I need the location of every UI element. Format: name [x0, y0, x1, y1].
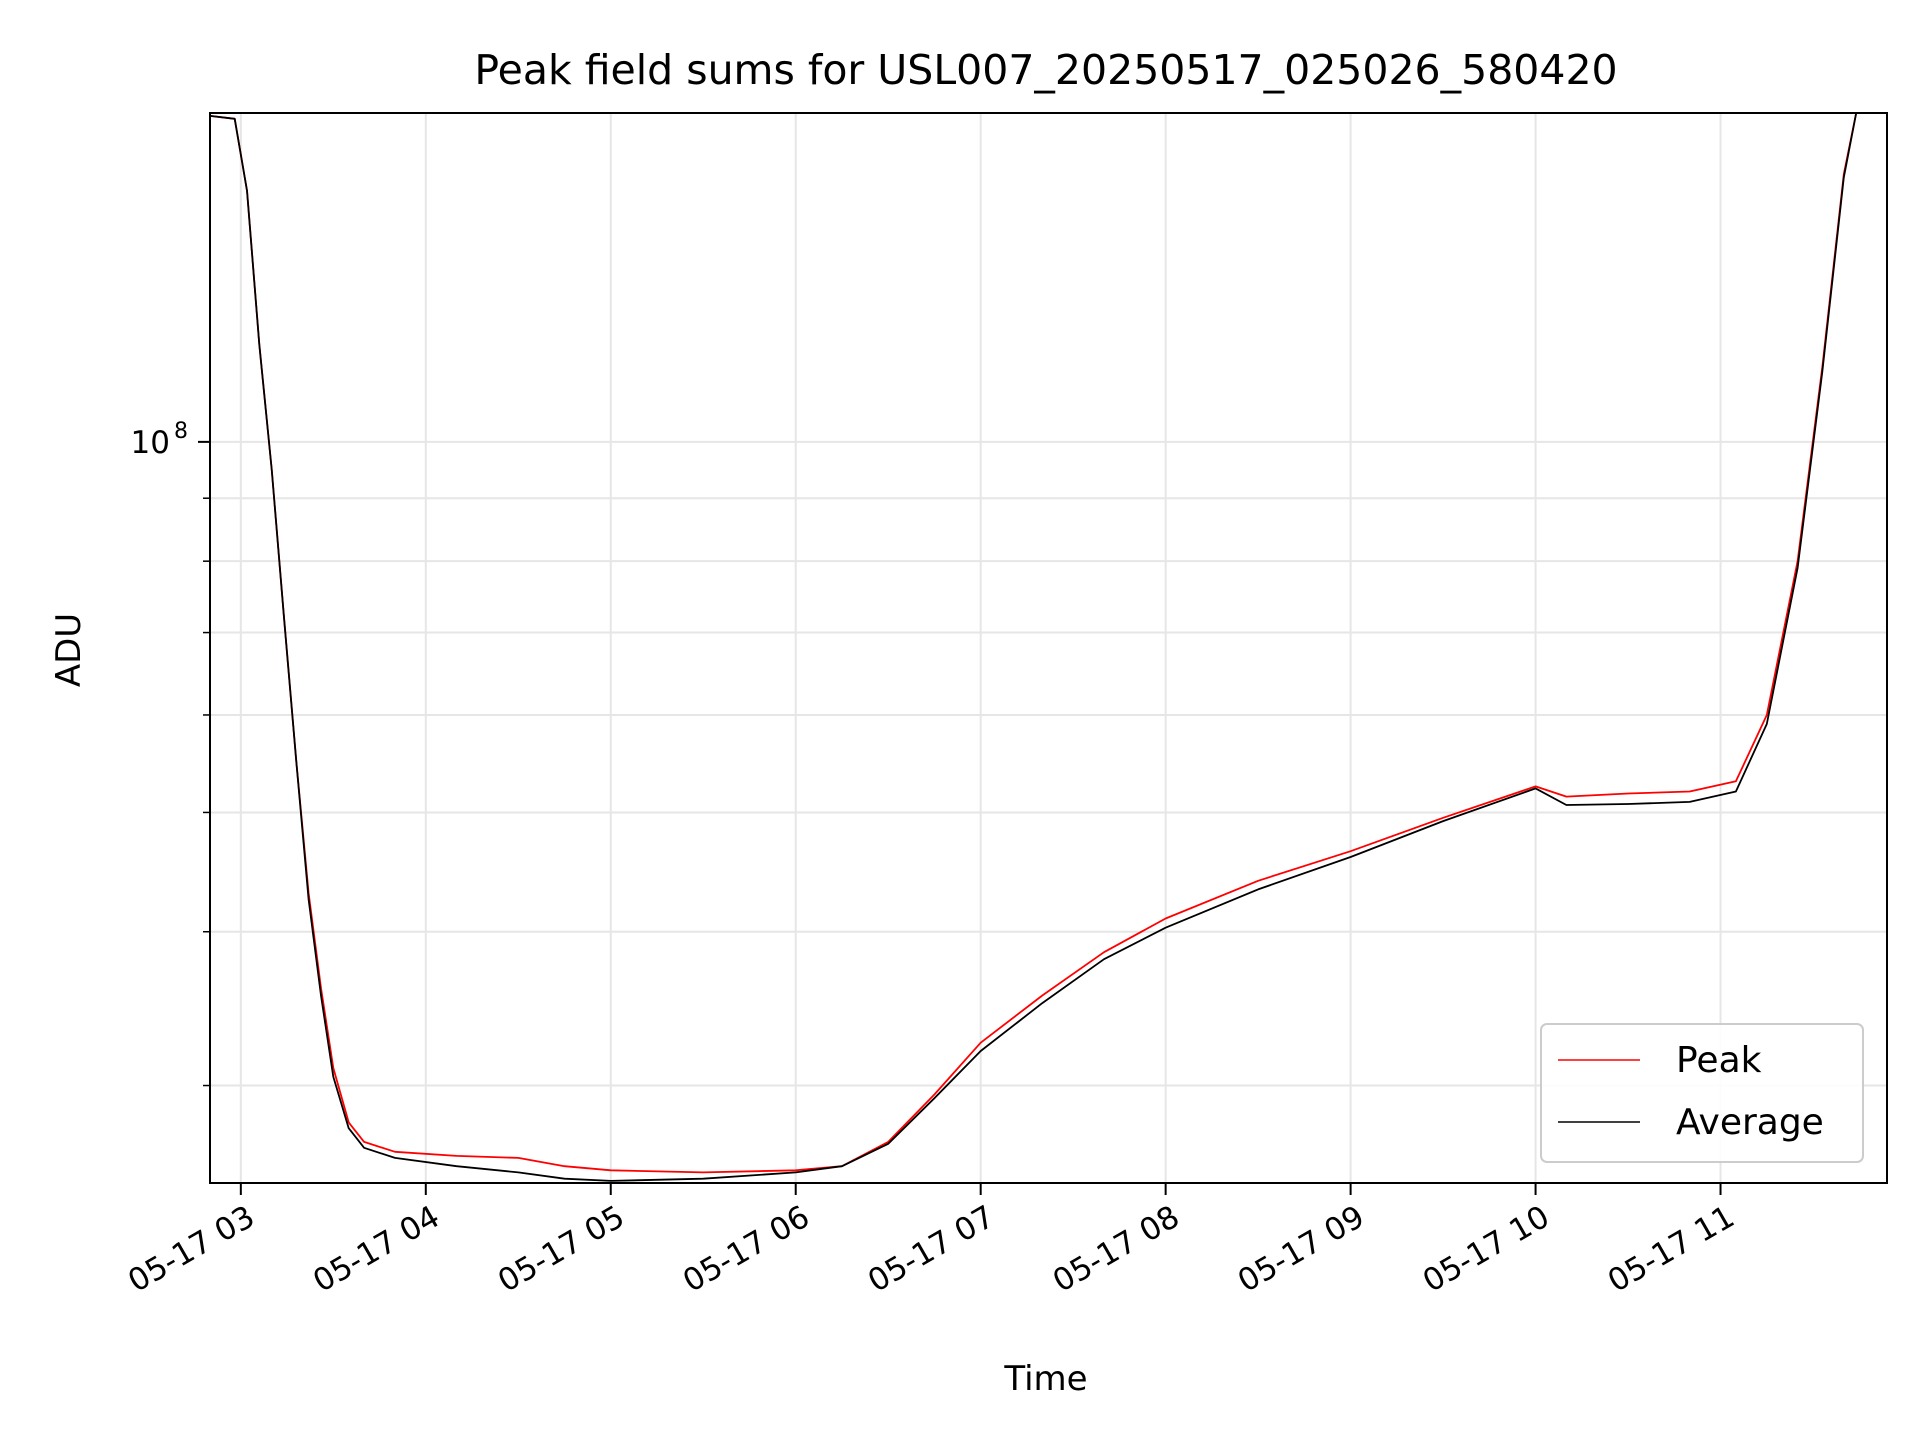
- legend-box: [1540, 1023, 1864, 1163]
- y-tick-label-exponent: 8: [174, 419, 188, 444]
- chart-title: Peak field sums for USL007_20250517_0250…: [474, 46, 1617, 94]
- axes-frame: [209, 112, 1888, 1184]
- y-tick-label: 10: [131, 425, 170, 461]
- y-axis-label: ADU: [49, 613, 89, 687]
- legend: Peak Average: [1540, 1023, 1864, 1163]
- x-axis-label: Time: [1003, 1359, 1087, 1399]
- series-line-average: [209, 112, 1858, 1182]
- plot-lines: [209, 112, 1858, 1182]
- legend-label-peak: Peak: [1676, 1040, 1762, 1081]
- legend-label-average: Average: [1676, 1102, 1824, 1143]
